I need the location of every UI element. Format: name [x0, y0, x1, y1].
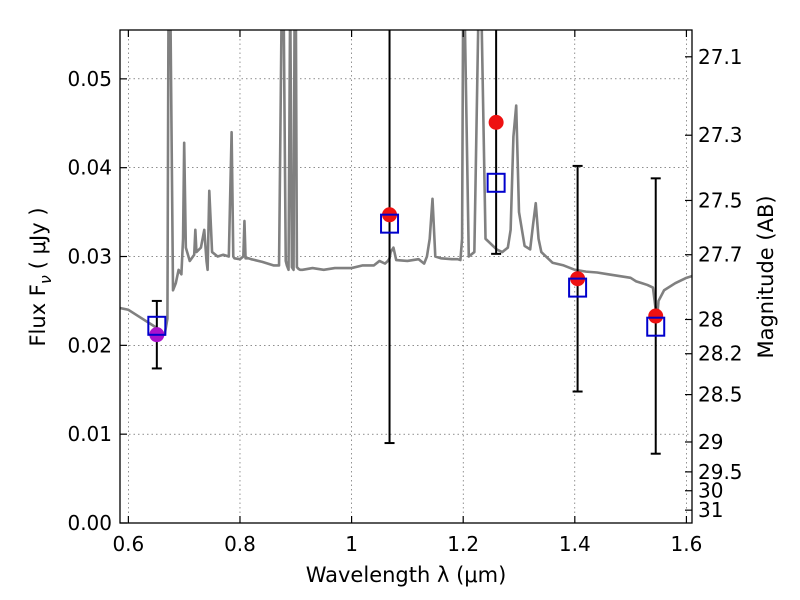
magnitude-tick-label: 29.5	[698, 460, 743, 484]
y-tick-label: 0.01	[67, 422, 112, 446]
model-spectrum-line	[120, 30, 692, 336]
y-axis-title: Flux Fν ( μJy )	[26, 207, 55, 346]
y-tick-label: 0.00	[67, 511, 112, 535]
x-tick-label: 0.6	[112, 532, 144, 556]
x-tick-label: 1	[345, 532, 358, 556]
y-tick-label: 0.05	[67, 67, 112, 91]
magnitude-tick-label: 28	[698, 307, 723, 331]
plot-frame	[119, 29, 693, 524]
plot-area	[120, 30, 692, 455]
magnitude-tick-label: 31	[698, 498, 723, 522]
x-axis-title: Wavelength λ (μm)	[306, 563, 507, 587]
magnitude-tick-label: 27.5	[698, 188, 743, 212]
observed-point	[488, 114, 504, 130]
magnitude-tick-label: 27.7	[698, 243, 743, 267]
x-tick-label: 1.6	[671, 532, 703, 556]
magnitude-tick-label: 29	[698, 430, 723, 454]
y-tick-label: 0.04	[67, 156, 112, 180]
model-photometry-point	[486, 172, 506, 193]
y-axis-title-main: Flux F	[26, 284, 50, 346]
magnitude-axis-title: Magnitude (AB)	[754, 195, 778, 358]
x-tick-label: 1.2	[447, 532, 479, 556]
magnitude-tick-label: 30	[698, 479, 723, 503]
y-tick-label: 0.02	[67, 333, 112, 357]
model-photometry-point	[646, 316, 666, 337]
y-tick-label: 0.03	[67, 245, 112, 269]
model-photometry-point	[147, 315, 167, 336]
magnitude-tick-label: 28.2	[698, 342, 743, 366]
magnitude-tick-label: 27.3	[698, 123, 743, 147]
observed-point	[648, 308, 664, 324]
x-tick-label: 0.8	[224, 532, 256, 556]
y-axis-title-subscript: ν	[36, 275, 55, 284]
y-axis-title-units: ( μJy )	[26, 207, 50, 269]
model-photometry-point	[380, 213, 400, 234]
y-axis-ticks: 0.00 0.01 0.02 0.03 0.04 0.05	[67, 67, 127, 535]
model-photometry-point	[568, 277, 588, 298]
x-axis-ticks: 0.6 0.8 1 1.2 1.4 1.6	[112, 30, 702, 556]
x-tick-label: 1.4	[559, 532, 591, 556]
magnitude-tick-label: 28.5	[698, 383, 743, 407]
magnitude-tick-label: 27.1	[698, 45, 743, 69]
model-photometry-points	[147, 172, 666, 337]
